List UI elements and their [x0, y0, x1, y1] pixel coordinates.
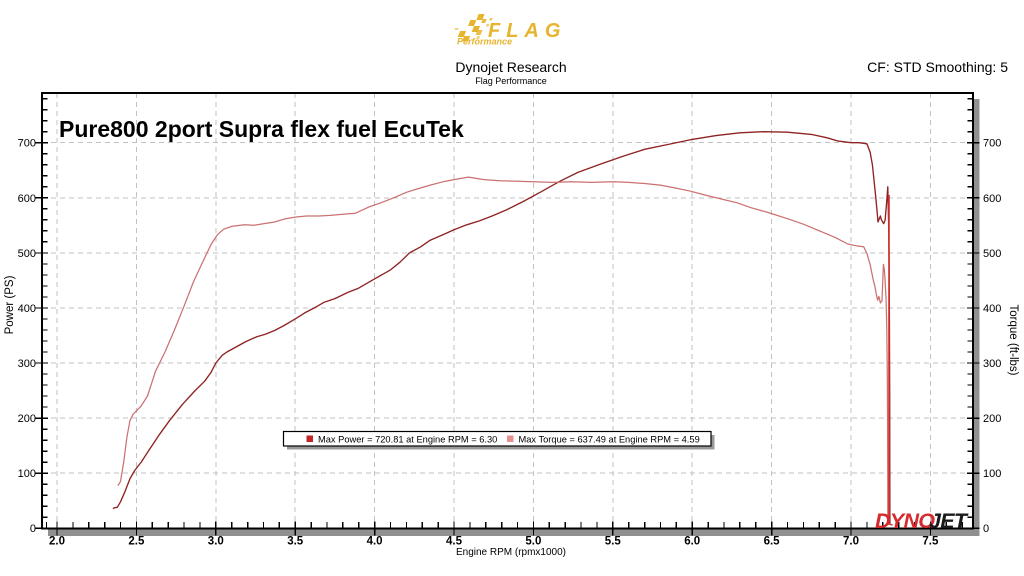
svg-text:JET: JET [929, 509, 969, 533]
svg-text:2.5: 2.5 [128, 536, 145, 548]
svg-text:3.5: 3.5 [287, 536, 304, 548]
svg-text:0: 0 [983, 523, 989, 535]
svg-text:DYNO: DYNO [875, 509, 935, 533]
svg-text:4.5: 4.5 [446, 536, 463, 548]
svg-text:300: 300 [18, 358, 36, 370]
svg-text:100: 100 [983, 468, 1001, 480]
svg-text:Max Torque = 637.49 at Engine: Max Torque = 637.49 at Engine RPM = 4.59 [519, 435, 700, 445]
svg-text:400: 400 [983, 303, 1001, 315]
svg-text:CF: STD Smoothing: 5: CF: STD Smoothing: 5 [867, 59, 1008, 75]
svg-text:FLAG: FLAG [488, 20, 566, 42]
svg-text:7.5: 7.5 [922, 536, 939, 548]
svg-text:2.0: 2.0 [49, 536, 65, 548]
svg-text:6.0: 6.0 [684, 536, 700, 548]
svg-text:5.5: 5.5 [605, 536, 622, 548]
svg-text:5.0: 5.0 [525, 536, 541, 548]
svg-text:700: 700 [983, 138, 1001, 150]
svg-text:Engine RPM (rpmx1000): Engine RPM (rpmx1000) [456, 547, 566, 558]
svg-text:700: 700 [18, 138, 36, 150]
svg-text:100: 100 [18, 468, 36, 480]
svg-text:Flag Performance: Flag Performance [475, 76, 547, 86]
svg-text:Power (PS): Power (PS) [4, 275, 16, 334]
svg-text:Performance: Performance [457, 37, 512, 47]
svg-text:600: 600 [983, 193, 1001, 205]
svg-text:600: 600 [18, 193, 36, 205]
svg-text:400: 400 [18, 303, 36, 315]
svg-text:0: 0 [30, 523, 36, 535]
svg-text:Max Power = 720.81 at Engine R: Max Power = 720.81 at Engine RPM = 6.30 [318, 435, 497, 445]
svg-text:500: 500 [18, 248, 36, 260]
svg-text:6.5: 6.5 [764, 536, 781, 548]
svg-text:Dynojet Research: Dynojet Research [455, 59, 566, 75]
svg-text:Torque (ft-lbs): Torque (ft-lbs) [1007, 305, 1019, 376]
svg-text:300: 300 [983, 358, 1001, 370]
svg-text:4.0: 4.0 [367, 536, 383, 548]
svg-text:7.0: 7.0 [843, 536, 859, 548]
svg-text:500: 500 [983, 248, 1001, 260]
svg-text:200: 200 [983, 413, 1001, 425]
svg-text:3.0: 3.0 [208, 536, 224, 548]
svg-text:200: 200 [18, 413, 36, 425]
svg-text:Pure800 2port Supra flex fuel: Pure800 2port Supra flex fuel EcuTek [59, 116, 464, 142]
